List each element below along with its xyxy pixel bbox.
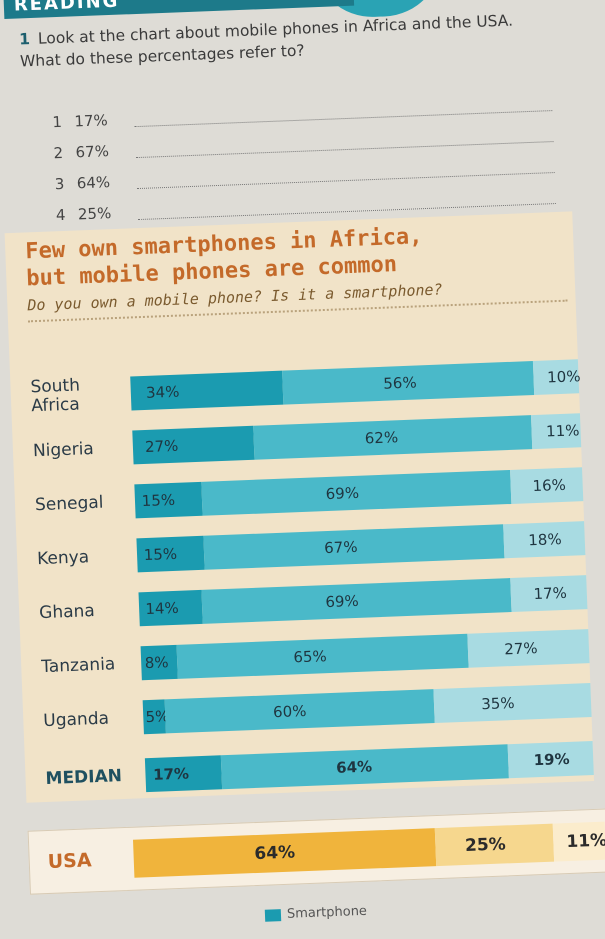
- data-label: 65%: [293, 647, 328, 667]
- answer-number: 1: [52, 112, 63, 132]
- bar-segment-2: 65%: [176, 633, 469, 679]
- bar-segment-2: 64%: [220, 744, 509, 790]
- bar-label-median: MEDIAN: [45, 766, 123, 790]
- chart-card: Few own smartphones in Africa, but mobil…: [4, 211, 595, 803]
- answer-value: 67%: [75, 142, 110, 162]
- legend-swatch-smartphone: [264, 908, 282, 922]
- data-label: 18%: [527, 530, 562, 550]
- answer-line[interactable]: [136, 172, 555, 190]
- answer-value: 64%: [76, 173, 111, 193]
- data-label: 16%: [532, 475, 567, 496]
- bar-segment-1: 15%: [136, 535, 205, 573]
- bar-segment-1: 17%: [144, 755, 223, 793]
- bar-label-south-africa: South Africa: [30, 375, 81, 417]
- data-label: 67%: [323, 537, 358, 558]
- usa-comparison-box: USA 64% 25% 11%: [27, 808, 605, 895]
- answer-line[interactable]: [135, 141, 554, 159]
- legend-label-smartphone: Smartphone: [286, 903, 368, 922]
- data-label: 27%: [144, 436, 179, 456]
- bar-segment-1: 8%: [140, 644, 178, 681]
- bar-label-tanzania: Tanzania: [40, 654, 116, 678]
- chart-legend: Smartphone: [264, 903, 368, 923]
- answer-line[interactable]: [134, 110, 553, 128]
- bar-segment-2: 69%: [201, 469, 512, 516]
- data-label: 27%: [503, 639, 538, 659]
- data-label: 56%: [382, 373, 417, 393]
- stacked-bar-kenya: 15% 67% 18%: [136, 521, 586, 573]
- data-label: 60%: [272, 701, 307, 722]
- bar-segment-2: 25%: [434, 823, 555, 867]
- data-label: 19%: [533, 749, 570, 770]
- bar-segment-3: 10%: [533, 359, 581, 395]
- stacked-bar-usa: 64% 25% 11%: [132, 821, 605, 878]
- data-label: 69%: [325, 591, 360, 612]
- bar-segment-1: 64%: [132, 828, 437, 878]
- bar-label-usa: USA: [47, 849, 92, 873]
- stacked-bar-nigeria: 27% 62% 11%: [132, 413, 582, 465]
- bar-segment-2: 62%: [253, 415, 532, 460]
- data-label: 69%: [325, 483, 360, 504]
- data-label: 64%: [335, 757, 373, 777]
- exercise-number: 1: [18, 30, 31, 49]
- exercise-instructions: 1 Look at the chart about mobile phones i…: [19, 8, 550, 72]
- section-banner: READING: [3, 0, 355, 20]
- bar-segment-3: 19%: [507, 741, 594, 779]
- bar-segment-3: 18%: [503, 521, 586, 559]
- bar-segment-3: 35%: [433, 683, 592, 724]
- stacked-bar-median: 17% 64% 19%: [144, 741, 594, 793]
- bar-label-nigeria: Nigeria: [32, 438, 95, 462]
- bar-segment-3: 27%: [467, 629, 590, 668]
- data-label: 14%: [145, 598, 180, 619]
- bar-segment-3: 11%: [552, 821, 605, 862]
- data-label: 10%: [546, 367, 581, 387]
- bar-segment-2: 69%: [201, 578, 512, 624]
- bar-segment-2: 67%: [203, 524, 505, 570]
- data-label: 35%: [480, 693, 515, 714]
- bar-segment-1: 27%: [132, 425, 255, 465]
- data-label: 34%: [145, 382, 180, 402]
- bar-segment-2: 60%: [165, 689, 435, 734]
- exercise-text: Look at the chart about mobile phones in…: [19, 11, 514, 71]
- data-label: 64%: [254, 842, 296, 865]
- stacked-bar-tanzania: 8% 65% 27%: [140, 629, 590, 681]
- bar-label-senegal: Senegal: [34, 492, 104, 516]
- data-label: 62%: [364, 428, 399, 448]
- data-label: 17%: [152, 764, 190, 784]
- answer-value: 25%: [77, 204, 112, 224]
- stacked-bar-ghana: 14% 69% 17%: [138, 575, 588, 627]
- answer-number: 4: [55, 205, 66, 225]
- data-label: 25%: [464, 834, 507, 856]
- bar-segment-1: 34%: [130, 370, 284, 411]
- stacked-bar-uganda: 5% 60% 35%: [142, 683, 592, 735]
- data-label: 11%: [566, 830, 605, 853]
- bar-segment-1: 5%: [142, 699, 170, 735]
- bar-segment-2: 56%: [282, 361, 535, 405]
- data-label: 15%: [141, 490, 176, 511]
- bar-segment-3: 16%: [510, 467, 584, 504]
- data-label: 15%: [143, 544, 178, 565]
- data-label: 11%: [545, 421, 580, 441]
- answer-value: 17%: [74, 111, 109, 131]
- stacked-bar-south-africa: 34% 56% 10%: [130, 359, 581, 411]
- bar-segment-3: 11%: [530, 413, 582, 450]
- data-label: 17%: [533, 583, 568, 604]
- bar-segment-3: 17%: [510, 575, 588, 613]
- answer-number: 3: [54, 174, 65, 194]
- answer-number: 2: [53, 143, 64, 163]
- bar-segment-1: 15%: [134, 481, 203, 519]
- bar-label-kenya: Kenya: [36, 547, 90, 570]
- data-label: 8%: [144, 653, 169, 673]
- bar-label-ghana: Ghana: [38, 601, 96, 624]
- bar-label-uganda: Uganda: [42, 708, 110, 732]
- stacked-bar-senegal: 15% 69% 16%: [134, 467, 584, 519]
- bar-segment-1: 14%: [138, 589, 203, 627]
